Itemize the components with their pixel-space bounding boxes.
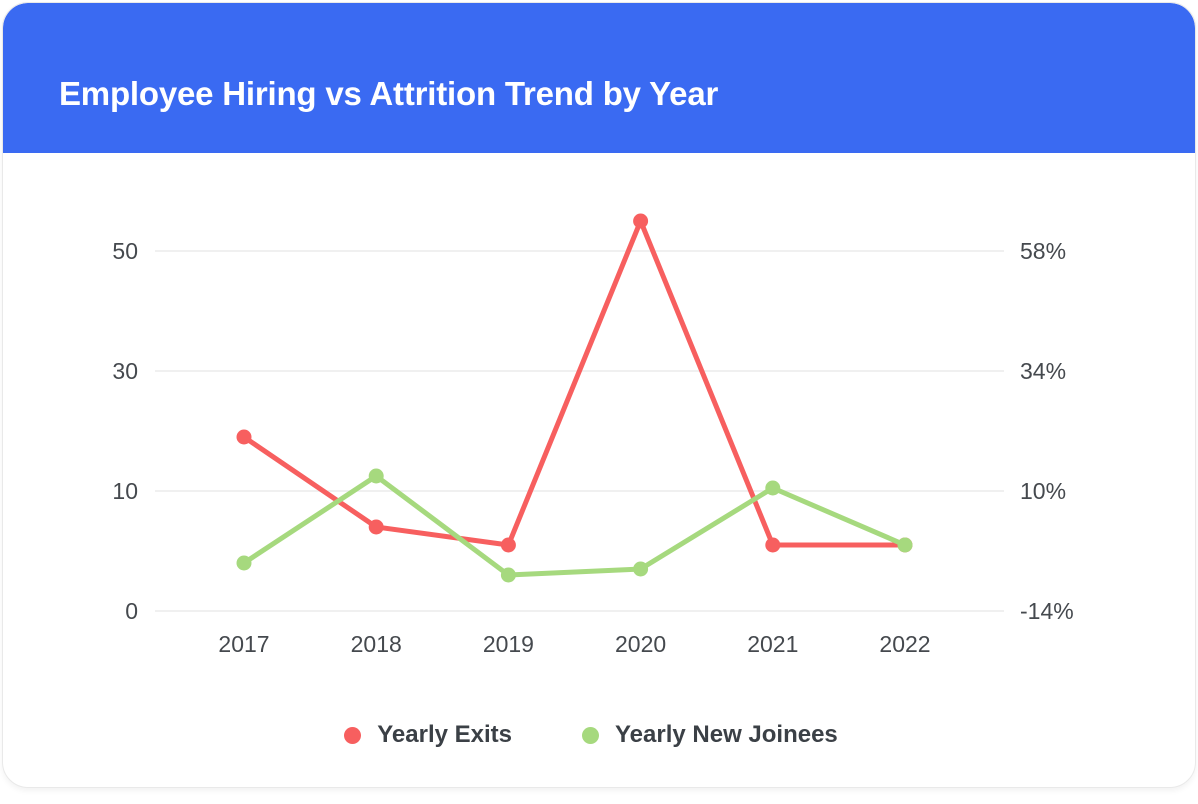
chart-card: Employee Hiring vs Attrition Trend by Ye… [2,2,1196,788]
legend-item: Yearly Exits [344,721,512,749]
line-chart: 0 10 30 50 -14% 10% 34% 58% 2017 2018 2019 2020 2021… [112,213,1074,657]
data-point-yearly-new-joinees [897,537,913,553]
right-axis-tick-label: 34% [1020,358,1066,384]
data-point-yearly-new-joinees [368,468,384,484]
data-point-yearly-new-joinees [633,561,649,577]
data-point-yearly-exits [368,519,384,535]
legend-item: Yearly New Joinees [581,721,838,749]
x-axis-tick-label: 2017 [218,631,269,657]
x-axis-tick-label: 2020 [615,631,666,657]
series-line-yearly-new-joinees [241,473,908,578]
left-axis-tick-label: 10 [112,478,138,504]
right-axis-tick-label: 58% [1020,238,1066,264]
chart-header: Employee Hiring vs Attrition Trend by Ye… [3,3,1195,153]
data-point-yearly-exits [500,537,516,553]
left-axis-tick-label: 30 [112,358,138,384]
left-axis-tick-label: 0 [125,598,138,624]
data-point-yearly-exits [765,537,781,553]
series-line-yearly-exits [241,218,908,548]
legend-label: Yearly New Joinees [614,721,838,748]
data-point-yearly-exits [236,429,252,445]
data-point-yearly-new-joinees [500,567,516,583]
left-axis-tick-label: 50 [112,238,138,264]
chart-title: Employee Hiring vs Attrition Trend by Ye… [59,75,719,112]
legend-label: Yearly Exits [377,721,512,748]
right-axis-tick-label: -14% [1020,598,1074,624]
chart-legend: Yearly Exits Yearly New Joinees [3,719,1187,751]
right-axis-tick-label: 10% [1020,478,1066,504]
x-axis-tick-label: 2019 [483,631,534,657]
x-axis-tick-label: 2021 [747,631,798,657]
x-axis-tick-label: 2022 [879,631,930,657]
legend-dot-icon [581,726,599,744]
data-point-yearly-new-joinees [236,555,252,571]
legend-dot-icon [344,726,362,744]
data-point-yearly-new-joinees [765,480,781,496]
x-axis-tick-label: 2018 [351,631,402,657]
data-point-yearly-exits [633,213,649,229]
